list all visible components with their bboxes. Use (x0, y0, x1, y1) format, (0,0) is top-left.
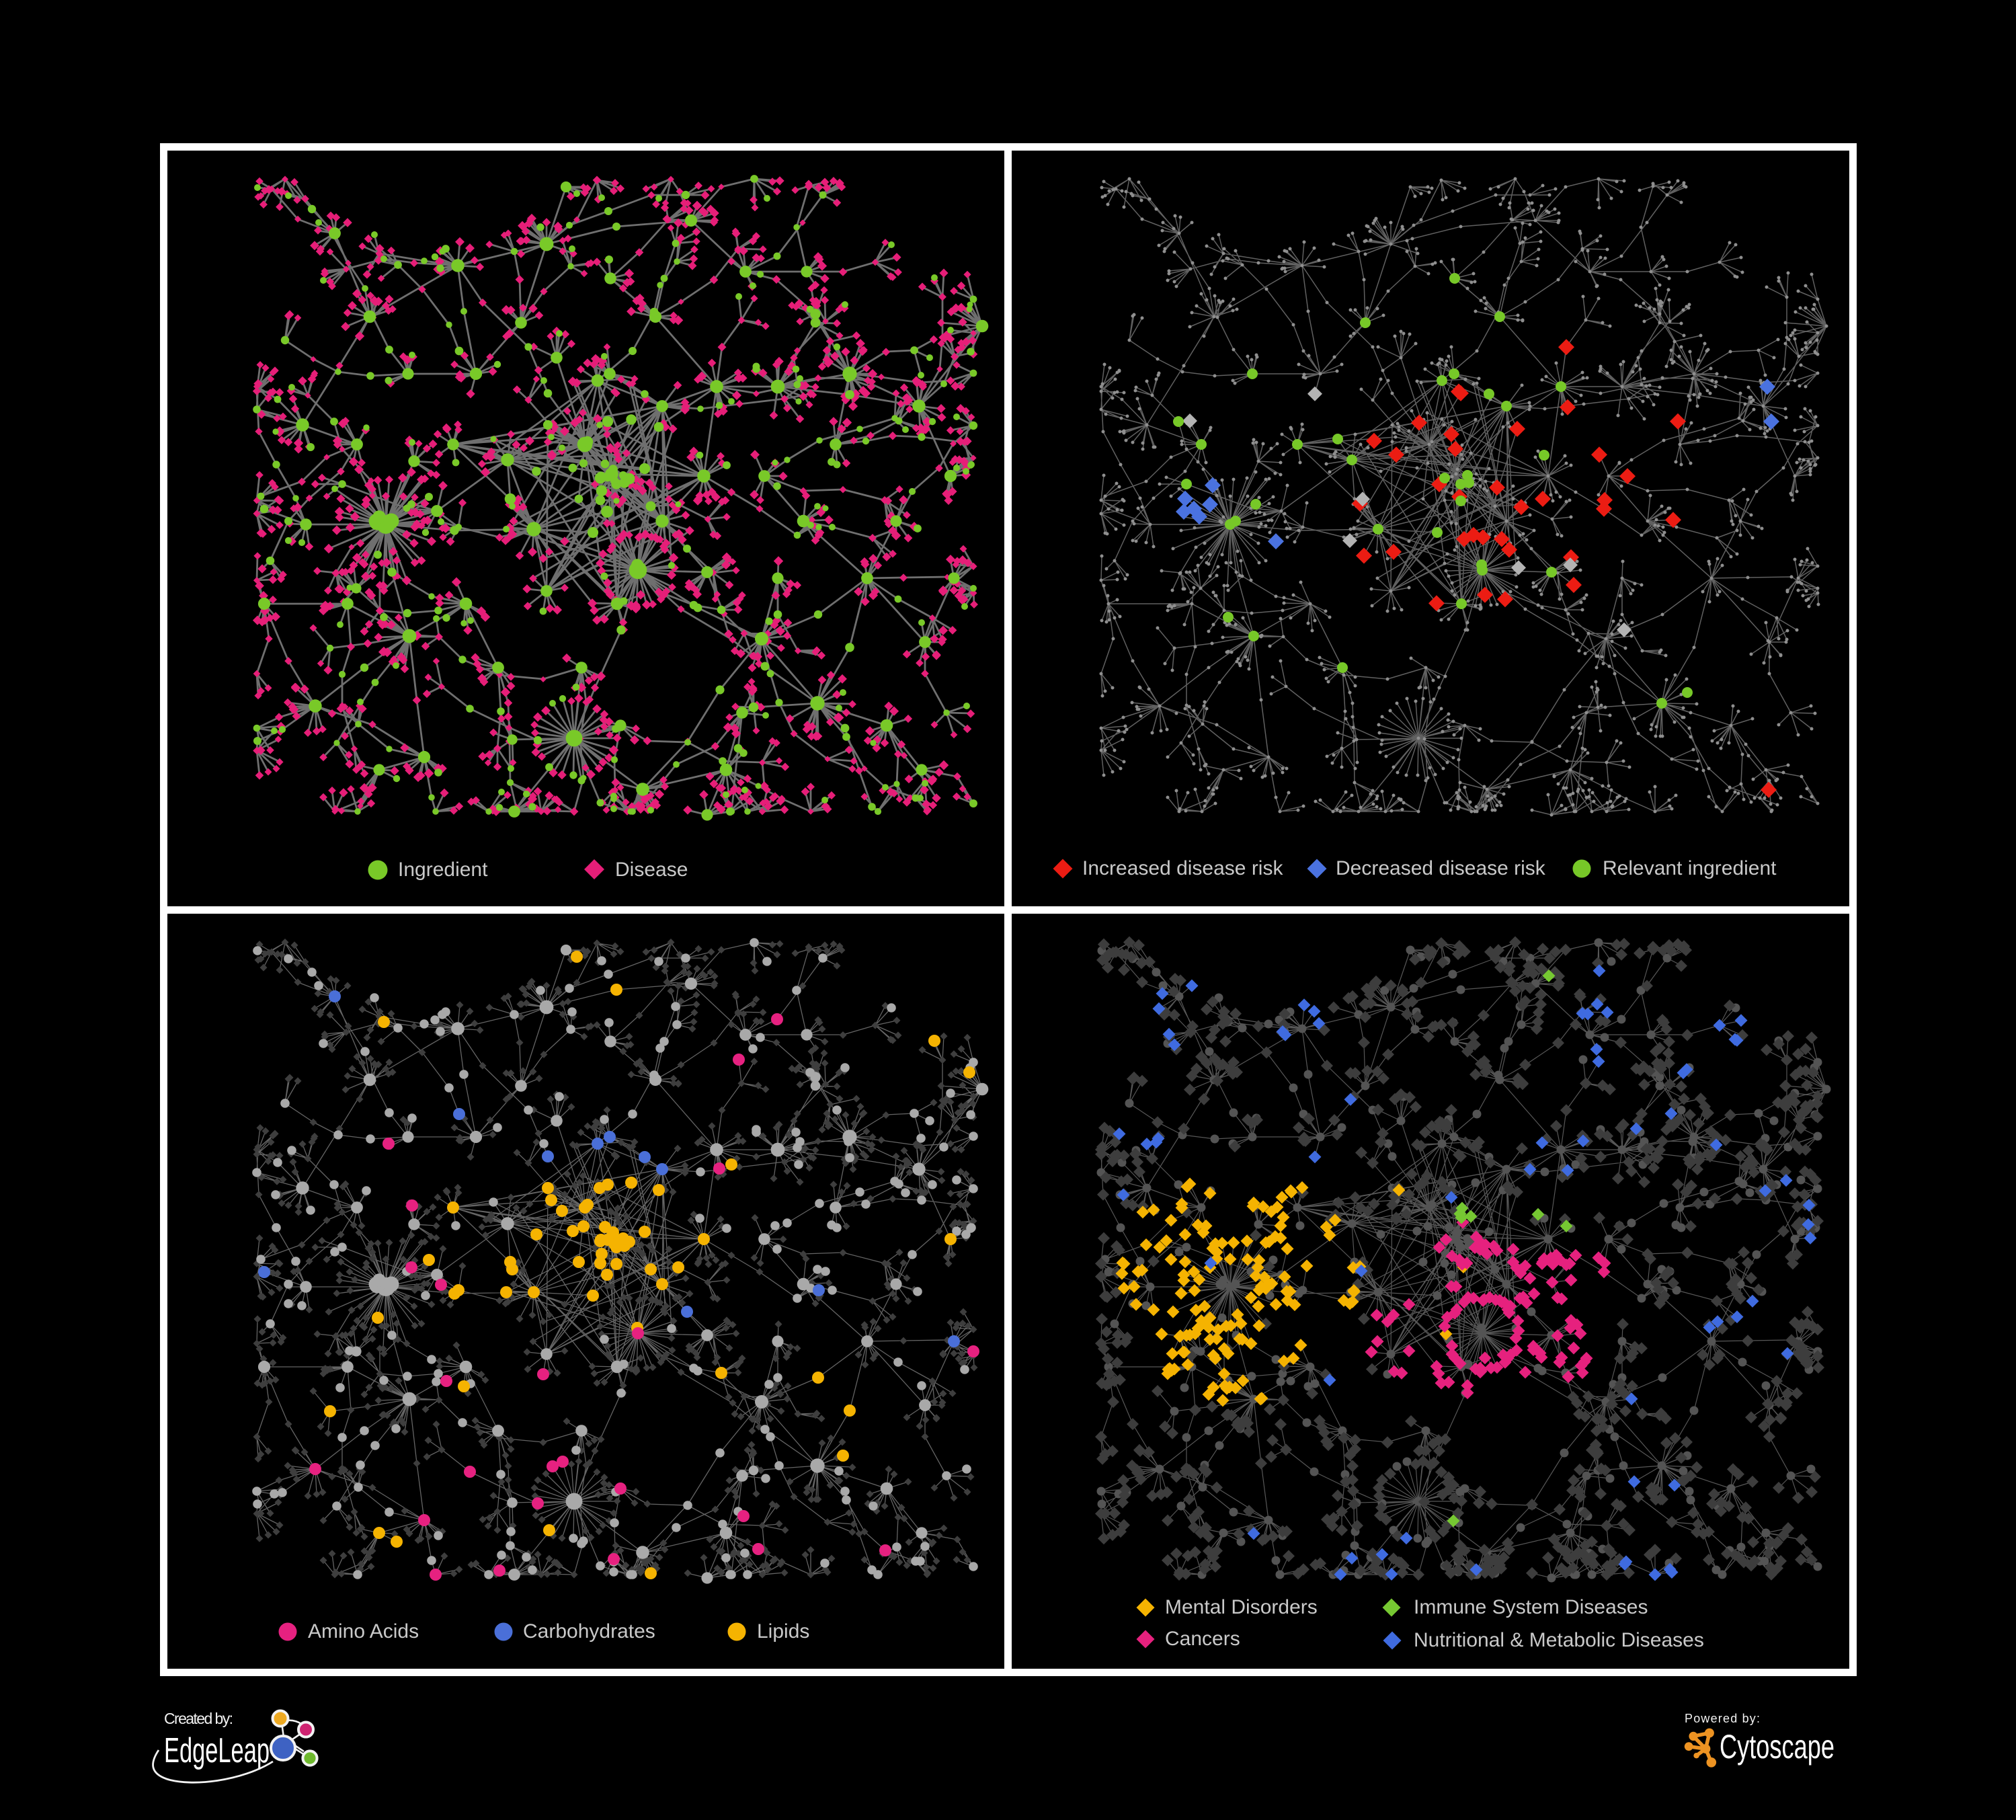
svg-text:EdgeLeap: EdgeLeap (164, 1731, 270, 1770)
svg-text:Powered by:: Powered by: (1685, 1712, 1760, 1725)
svg-text:Cytoscape: Cytoscape (1720, 1728, 1834, 1766)
svg-text:Created by:: Created by: (164, 1710, 233, 1727)
